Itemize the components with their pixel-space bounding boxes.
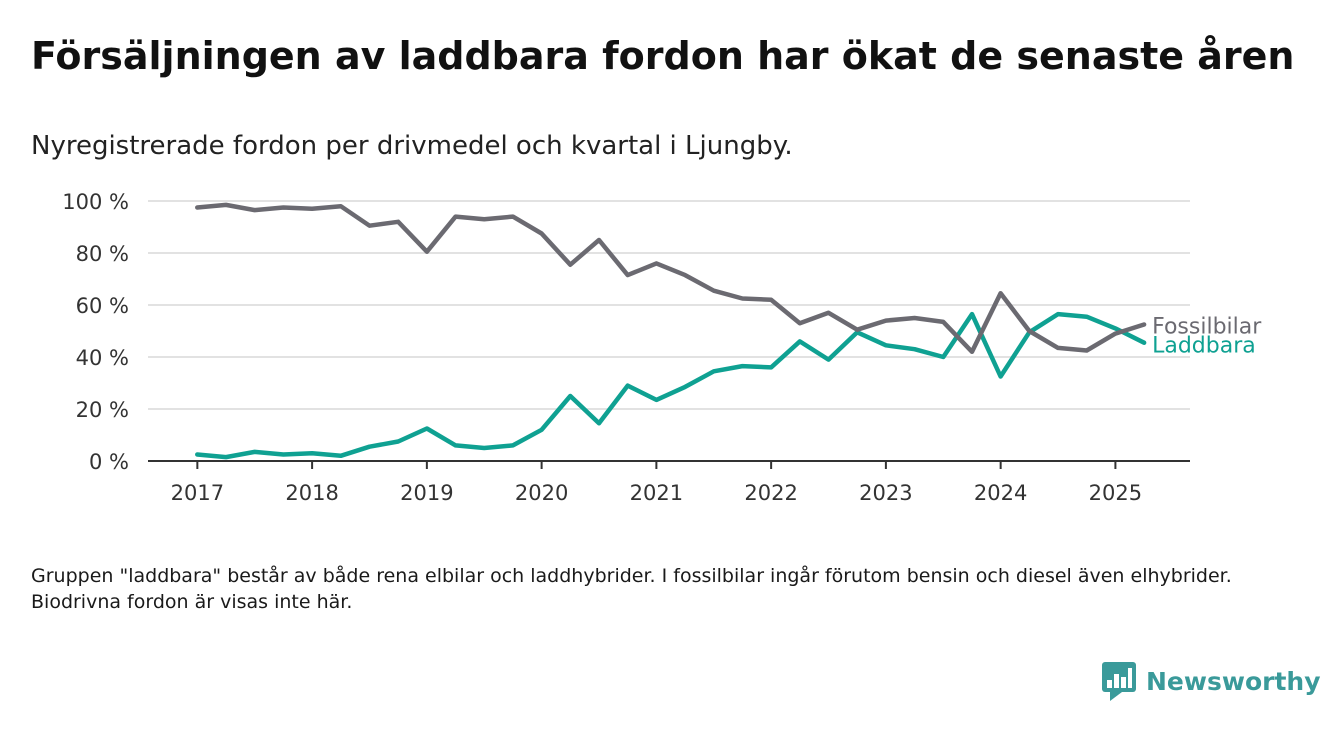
- line-chart: 0 % 20 % 40 % 60 % 80 % 100 % 2017 2018 2019 2020…: [62, 190, 1262, 505]
- x-tick-label: 2021: [630, 481, 683, 505]
- y-tick-label: 0 %: [89, 450, 129, 474]
- series-line-laddbara: [195, 311, 1147, 460]
- grid-layer: [148, 200, 1190, 410]
- y-tick-label: 100 %: [62, 190, 129, 214]
- chart-title: Försäljningen av laddbara fordon har öka…: [31, 34, 1295, 78]
- newsworthy-brand[interactable]: Newsworthy: [1102, 660, 1321, 702]
- brand-name: Newsworthy: [1146, 666, 1321, 696]
- y-tick-label: 40 %: [76, 346, 129, 370]
- y-tick-label: 60 %: [76, 294, 129, 318]
- x-tick-label: 2018: [285, 481, 338, 505]
- series-line-fossilbilar: [195, 202, 1147, 355]
- x-tick-label: 2022: [744, 481, 797, 505]
- series-label-fossilbilar: Fossilbilar: [1152, 315, 1262, 340]
- x-tick-label: 2025: [1089, 481, 1142, 505]
- chart-subtitle: Nyregistrerade fordon per drivmedel och …: [31, 131, 793, 161]
- series-label-laddbara: Laddbara: [1152, 334, 1256, 359]
- x-tick-label: 2017: [171, 481, 224, 505]
- y-tick-label: 80 %: [76, 242, 129, 266]
- x-tick-label: 2024: [974, 481, 1027, 505]
- series-layer: [195, 202, 1147, 460]
- y-tick-label: 20 %: [76, 398, 129, 422]
- x-tick-label: 2023: [859, 481, 912, 505]
- x-tick-label: 2019: [400, 481, 453, 505]
- newsworthy-logo-icon: [1102, 662, 1136, 701]
- x-tick-label: 2020: [515, 481, 568, 505]
- chart-footnote: Gruppen "laddbara" består av både rena e…: [31, 565, 1232, 613]
- axis-layer: 0 % 20 % 40 % 60 % 80 % 100 % 2017 2018 2019 2020…: [62, 190, 1190, 505]
